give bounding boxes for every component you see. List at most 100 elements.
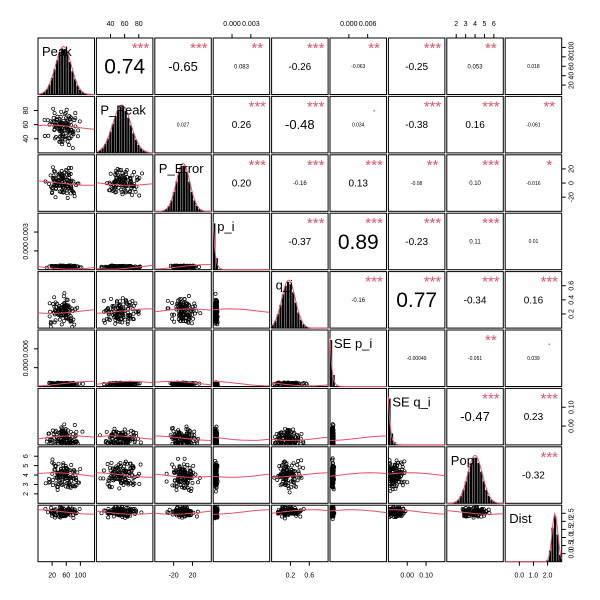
variable-label: Pop (451, 453, 474, 468)
scatter-point (213, 459, 218, 463)
scatter-point (400, 467, 405, 472)
scatter-point (276, 433, 281, 438)
correlation-value: 0.16 (465, 120, 485, 131)
panel-frame (271, 37, 329, 95)
scatter-point (58, 440, 63, 445)
scatter-point (388, 466, 393, 471)
scatter-point (180, 472, 185, 477)
scatter-point (61, 190, 66, 195)
scatter-point (80, 429, 85, 434)
panel-r4-c5 (329, 271, 387, 329)
panel-r4-c3 (212, 271, 271, 329)
correlation-value: -0.65 (168, 59, 198, 74)
scatter-point (120, 320, 125, 325)
scatter-point (400, 483, 405, 488)
correlation-cell: -0.016 * (526, 157, 552, 187)
scatter-points (96, 263, 153, 270)
significance-stars: *** (365, 215, 383, 232)
scatter-point (130, 173, 135, 178)
correlation-value: 0.74 (104, 56, 145, 79)
scatter-point (114, 441, 119, 445)
scatter-point (56, 482, 61, 487)
smooth-line (271, 382, 329, 387)
axis-tick-label: 60 (62, 573, 70, 580)
scatter-point (126, 314, 131, 319)
scatter-points (446, 505, 504, 520)
scatter-point (68, 119, 73, 124)
scatter-points (271, 458, 329, 495)
scatter-point (117, 175, 122, 180)
panel-frame (154, 271, 212, 329)
smooth-line (38, 309, 95, 314)
scatter-point (60, 264, 65, 269)
correlation-value: 0.083 (234, 64, 250, 70)
scatter-point (62, 318, 66, 323)
scatter-point (56, 461, 61, 466)
histogram-bar (287, 281, 290, 329)
scatter-point (281, 477, 286, 481)
scatter-point (399, 511, 404, 516)
histogram-bar (96, 151, 99, 153)
scatter-point (60, 426, 65, 431)
scatter-point (53, 428, 58, 433)
smooth-line (96, 264, 153, 270)
scatter-point (111, 467, 116, 472)
panel-frame (271, 212, 329, 271)
histogram-bar (457, 499, 460, 504)
density-line (387, 396, 445, 446)
scatter-point (127, 300, 132, 305)
scatter-point (169, 426, 174, 431)
scatter-point (66, 485, 70, 490)
scatter-points (38, 380, 95, 387)
correlation-value: -0.47 (460, 409, 490, 424)
axis-tick-label: 40 (107, 21, 115, 28)
scatter-points (388, 458, 445, 493)
scatter-point (99, 265, 104, 270)
scatter-point (71, 515, 76, 520)
significance-stars: *** (424, 98, 442, 115)
histogram-bar (79, 89, 82, 95)
scatter-point (42, 117, 47, 122)
scatter-point (68, 513, 73, 518)
scatter-point (52, 120, 56, 125)
scatter-point (55, 312, 60, 317)
scatter-point (281, 469, 286, 473)
scatter-point (190, 304, 195, 309)
histogram-bar (279, 304, 282, 329)
scatter-point (294, 484, 298, 489)
panel-r3-c5 (329, 212, 387, 271)
scatter-point (71, 189, 75, 194)
scatter-point (119, 316, 124, 321)
scatter-point (124, 171, 128, 176)
variable-label: SE q_i (392, 394, 430, 409)
scatter-point (61, 176, 66, 181)
panel-r7-c6 (387, 446, 446, 504)
scatter-point (70, 309, 75, 313)
scatter-point (137, 175, 142, 180)
matrix-panels: Peak P_Peak P_Error p_i q_i SE p_i SE q_i Pop Di… (37, 37, 563, 563)
histogram-bar (175, 181, 178, 212)
panel-frame (212, 37, 271, 95)
scatter-point (62, 300, 67, 305)
correlation-value: -0.051 (468, 356, 482, 362)
scatter-point (401, 507, 405, 512)
histogram-bar (68, 62, 72, 95)
axis-tick-label: 0.000 (340, 21, 358, 28)
smooth-line (96, 472, 153, 478)
panel-frame (212, 95, 271, 154)
significance-stars: ** (368, 40, 380, 57)
scatter-points (213, 291, 270, 327)
panel-r0-c4 (271, 37, 329, 95)
scatter-point (65, 468, 70, 473)
scatter-point (122, 427, 127, 432)
scatter-point (62, 291, 67, 296)
correlation-value: -0.16 (293, 181, 307, 187)
scatter-point (197, 475, 202, 480)
scatter-point (187, 466, 192, 471)
scatter-point (121, 468, 126, 473)
correlation-cell: -0.16 *** (351, 274, 383, 304)
scatter-point (51, 165, 55, 170)
scatter-point (62, 422, 67, 427)
histogram-bar (304, 326, 308, 329)
correlation-cell: -0.051 ** (468, 332, 497, 362)
